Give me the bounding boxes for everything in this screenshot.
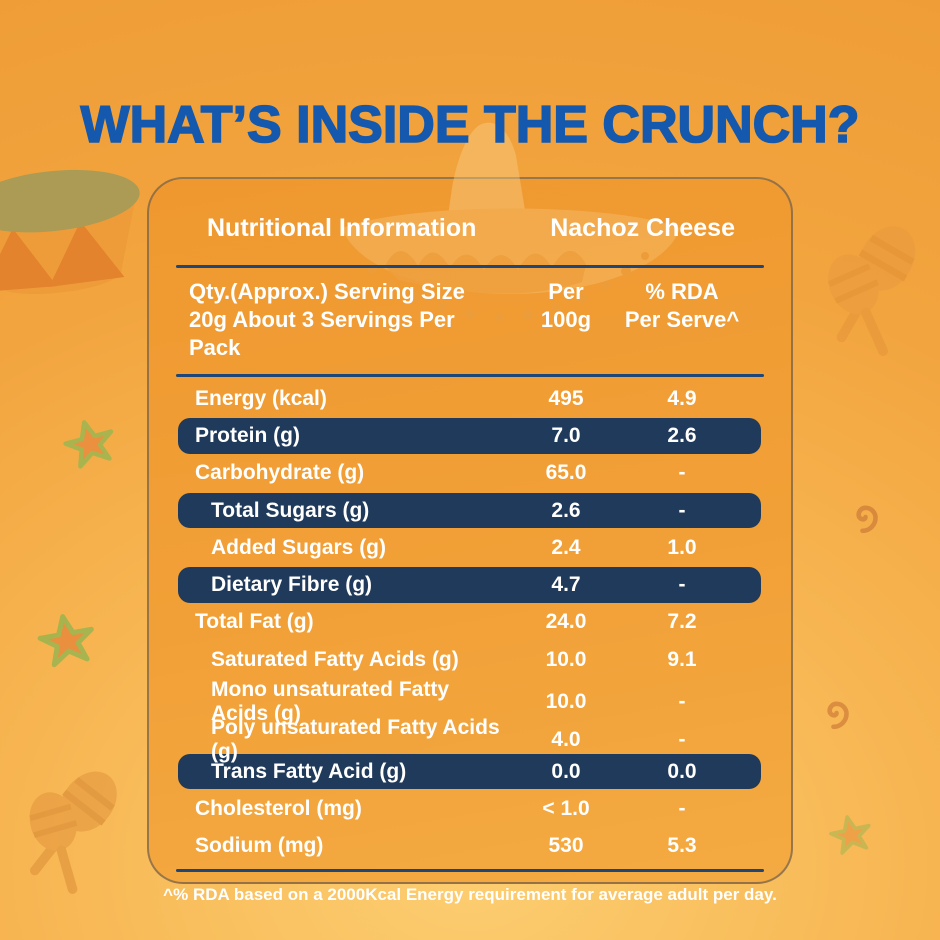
row-per100g: 530 (548, 834, 584, 858)
page-title: WHAT’S INSIDE THE CRUNCH? (80, 95, 861, 155)
swirl-icon (812, 690, 858, 736)
row-label: Poly unsaturated Fatty Acids (g) (211, 715, 500, 763)
table-row: Poly unsaturated Fatty Acids (g) 4.0 - (149, 716, 791, 763)
row-rda: - (678, 498, 686, 522)
row-label: Carbohydrate (g) (195, 461, 365, 485)
table-header-right: Nachoz Cheese (550, 214, 735, 242)
row-per100g: 2.4 (551, 535, 581, 559)
nutrition-table: Nutritional Information Nachoz Cheese Qt… (149, 213, 791, 905)
divider (176, 868, 764, 872)
row-per100g: 24.0 (545, 610, 587, 634)
row-per100g: 495 (548, 386, 584, 410)
row-label: Sodium (mg) (195, 834, 324, 858)
row-label: Saturated Fatty Acids (g) (211, 647, 459, 671)
table-row: Energy (kcal) 495 4.9 (149, 380, 791, 417)
row-per100g: 7.0 (551, 423, 581, 447)
rda-column-header: % RDA Per Serve^ (624, 279, 740, 332)
table-row: Total Fat (g) 24.0 7.2 (149, 604, 791, 641)
star-icon (31, 605, 103, 677)
per-100g-column-header: Per 100g (540, 279, 592, 332)
divider (176, 374, 764, 377)
rda-footnote: ^% RDA based on a 2000Kcal Energy requir… (163, 884, 777, 904)
nutrition-card: Nutritional Information Nachoz Cheese Qt… (147, 177, 793, 904)
table-row: Sodium (mg) 530 5.3 (149, 828, 791, 865)
row-label: Protein (g) (195, 423, 300, 447)
table-subheader: Qty.(Approx.) Serving Size 20g About 3 S… (149, 268, 791, 362)
row-rda: - (678, 727, 686, 751)
table-row: Total Sugars (g) 2.6 - (149, 492, 791, 529)
serving-size-label: Qty.(Approx.) Serving Size 20g About 3 S… (189, 279, 465, 360)
table-row: Added Sugars (g) 2.4 1.0 (149, 529, 791, 566)
star-icon (56, 410, 125, 479)
table-row: Protein (g) 7.0 2.6 (149, 417, 791, 454)
row-rda: 9.1 (667, 647, 697, 671)
row-rda: 0.0 (667, 759, 697, 783)
table-row: Cholesterol (mg) < 1.0 - (149, 790, 791, 827)
row-per100g: 4.0 (551, 727, 581, 751)
row-rda: 4.9 (667, 386, 697, 410)
row-label: Total Fat (g) (195, 610, 314, 634)
maracas-icon (815, 222, 940, 362)
row-label: Total Sugars (g) (211, 498, 370, 522)
swirl-icon (841, 494, 887, 540)
row-rda: 7.2 (667, 610, 697, 634)
maracas-icon (6, 757, 149, 908)
row-per100g: 2.6 (551, 498, 581, 522)
table-row: Dietary Fibre (g) 4.7 - (149, 566, 791, 604)
table-row: Saturated Fatty Acids (g) 10.0 9.1 (149, 641, 791, 678)
row-label: Mono unsaturated Fatty Acids (g) (211, 678, 450, 726)
row-label: Cholesterol (mg) (195, 796, 362, 820)
divider (176, 265, 764, 268)
row-label: Added Sugars (g) (211, 535, 387, 559)
star-icon (824, 808, 879, 863)
row-label: Energy (kcal) (195, 386, 327, 410)
row-rda: - (678, 796, 686, 820)
row-rda: 1.0 (667, 535, 697, 559)
row-per100g: < 1.0 (542, 796, 590, 820)
row-per100g: 0.0 (551, 759, 581, 783)
table-header-left: Nutritional Information (207, 214, 477, 242)
nutrition-rows: Energy (kcal) 495 4.9 Protein (g) 7.0 2.… (149, 380, 791, 865)
table-header: Nutritional Information Nachoz Cheese (207, 213, 735, 243)
row-label: Trans Fatty Acid (g) (211, 759, 407, 783)
row-rda: - (678, 461, 686, 485)
table-row: Mono unsaturated Fatty Acids (g) 10.0 - (149, 678, 791, 725)
row-rda: 2.6 (667, 423, 697, 447)
row-rda: - (678, 573, 686, 597)
row-rda: - (678, 690, 686, 714)
row-label: Dietary Fibre (g) (211, 573, 373, 597)
row-per100g: 65.0 (545, 461, 587, 485)
row-per100g: 4.7 (551, 573, 581, 597)
table-row: Trans Fatty Acid (g) 0.0 0.0 (149, 753, 791, 790)
row-per100g: 10.0 (545, 690, 587, 714)
row-rda: 5.3 (667, 834, 697, 858)
table-row: Carbohydrate (g) 65.0 - (149, 455, 791, 492)
row-per100g: 10.0 (545, 647, 587, 671)
